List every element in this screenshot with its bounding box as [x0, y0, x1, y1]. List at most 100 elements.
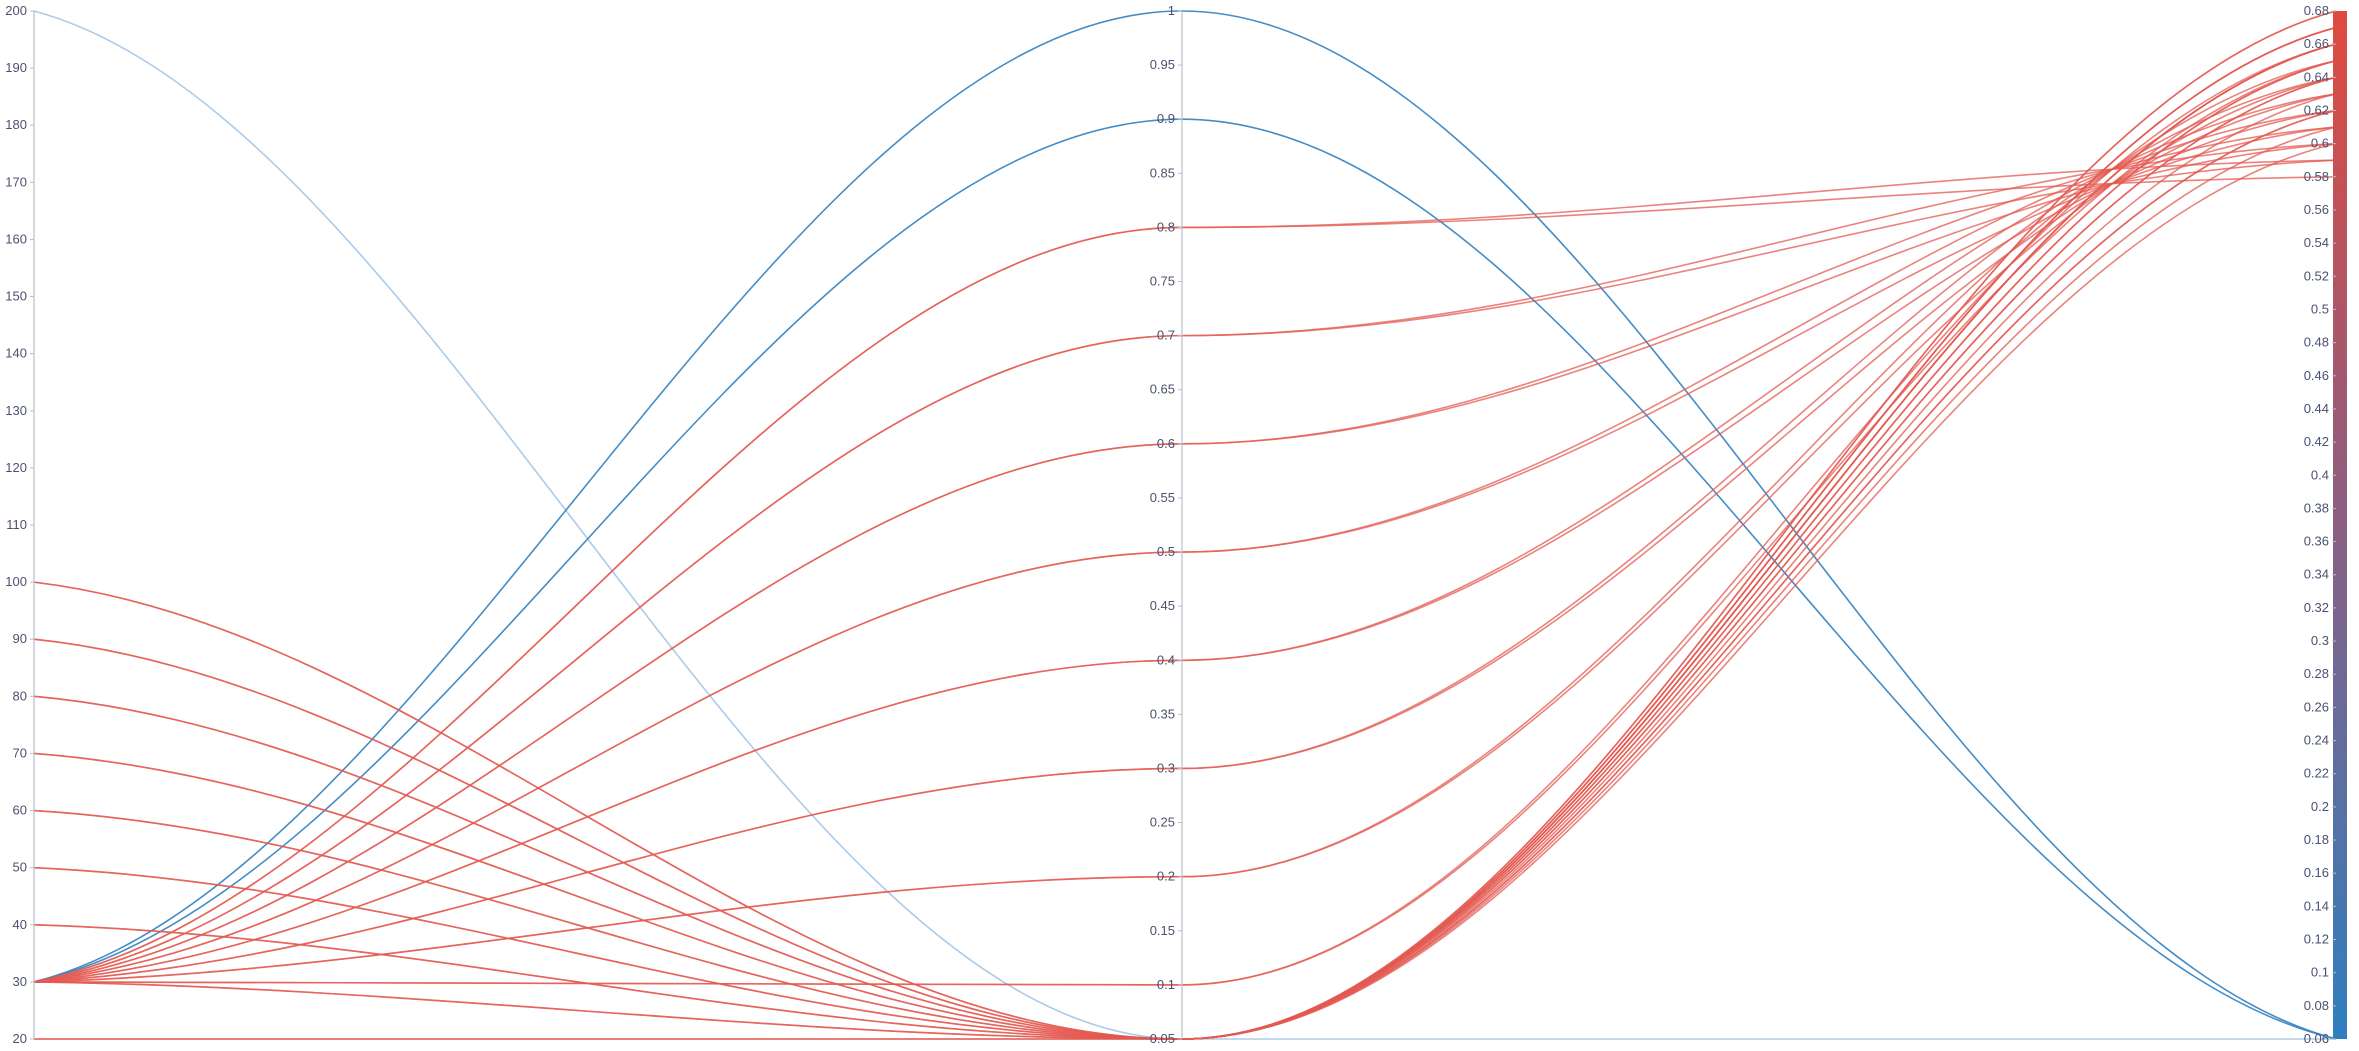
tick-label: 90 — [13, 631, 27, 646]
tick-label: 0.38 — [2304, 500, 2329, 515]
tick-label: 140 — [5, 346, 27, 361]
tick-label: 0.22 — [2304, 766, 2329, 781]
tick-label: 0.25 — [1150, 815, 1175, 830]
tick-label: 60 — [13, 803, 27, 818]
tick-label: 30 — [13, 974, 27, 989]
series-lines — [33, 10, 2337, 1040]
series-line — [33, 126, 2337, 1040]
tick-label: 0.7 — [1157, 328, 1175, 343]
tick-label: 0.14 — [2304, 898, 2329, 913]
series-line — [33, 126, 2337, 983]
tick-label: 130 — [5, 403, 27, 418]
colorbar — [2333, 11, 2347, 1039]
tick-label: 0.68 — [2304, 3, 2329, 18]
series-line — [33, 76, 2337, 983]
tick-label: 0.45 — [1150, 598, 1175, 613]
tick-label: 0.54 — [2304, 235, 2329, 250]
axis-a1: 200 190 180 170 160 150 140 130 120 110 100 90 80 70 6… — [5, 3, 35, 1046]
series-line — [33, 109, 2337, 983]
tick-label: 0.85 — [1150, 165, 1175, 180]
tick-label: 0.36 — [2304, 534, 2329, 549]
tick-label: 170 — [5, 174, 27, 189]
tick-label: 180 — [5, 117, 27, 132]
series-line — [33, 118, 2337, 1040]
tick-label: 0.95 — [1150, 57, 1175, 72]
tick-label: 0.2 — [1157, 869, 1175, 884]
tick-label: 70 — [13, 745, 27, 760]
axes: 2001901801701601501401301201101009080706… — [5, 3, 2347, 1046]
tick-label: 0.3 — [1157, 760, 1175, 775]
tick-label: 0.48 — [2304, 335, 2329, 350]
series-line — [33, 176, 2337, 983]
tick-label: 160 — [5, 231, 27, 246]
tick-label: 0.46 — [2304, 368, 2329, 383]
tick-label: 100 — [5, 574, 27, 589]
series-line — [33, 159, 2337, 983]
tick-label: 0.44 — [2304, 401, 2329, 416]
tick-label: 1 — [1168, 3, 1175, 18]
tick-label: 0.62 — [2304, 102, 2329, 117]
tick-label: 0.34 — [2304, 567, 2329, 582]
tick-label: 0.28 — [2304, 666, 2329, 681]
series-line — [33, 26, 2337, 1040]
tick-label: 0.52 — [2304, 268, 2329, 283]
tick-label: 0.55 — [1150, 490, 1175, 505]
tick-label: 0.64 — [2304, 69, 2329, 84]
tick-label: 0.4 — [2311, 467, 2329, 482]
series-line — [33, 10, 2337, 1040]
series-line — [33, 26, 2337, 1040]
series-line — [33, 76, 2337, 1040]
tick-label: 0.5 — [1157, 544, 1175, 559]
tick-label: 0.12 — [2304, 932, 2329, 947]
tick-label: 0.24 — [2304, 733, 2329, 748]
tick-label: 80 — [13, 688, 27, 703]
series-line — [33, 59, 2337, 986]
tick-label: 0.06 — [2304, 1031, 2329, 1046]
tick-label: 0.42 — [2304, 434, 2329, 449]
tick-label: 0.66 — [2304, 36, 2329, 51]
tick-label: 120 — [5, 460, 27, 475]
series-line — [33, 159, 2337, 983]
tick-label: 0.6 — [2311, 136, 2329, 151]
tick-label: 0.3 — [2311, 633, 2329, 648]
tick-label: 0.26 — [2304, 699, 2329, 714]
tick-label: 0.8 — [1157, 219, 1175, 234]
tick-label: 0.1 — [2311, 965, 2329, 980]
series-line — [33, 93, 2337, 983]
tick-label: 0.1 — [1157, 977, 1175, 992]
tick-label: 0.4 — [1157, 652, 1175, 667]
tick-label: 0.32 — [2304, 600, 2329, 615]
tick-label: 50 — [13, 860, 27, 875]
tick-label: 200 — [5, 3, 27, 18]
tick-label: 0.08 — [2304, 998, 2329, 1013]
series-line — [34, 109, 2337, 1040]
tick-label: 0.18 — [2304, 832, 2329, 847]
tick-label: 40 — [13, 917, 27, 932]
tick-label: 150 — [5, 289, 27, 304]
tick-label: 0.6 — [1157, 436, 1175, 451]
axis-a2: 1 0.95 0.9 0.85 0.8 0.75 0.7 0.65 0.6 0.55 0.5 0.45… — [1150, 3, 1183, 1046]
series-line — [33, 76, 2337, 1040]
tick-label: 190 — [5, 60, 27, 75]
tick-label: 0.05 — [1150, 1031, 1175, 1046]
series-line — [33, 10, 2337, 1040]
tick-label: 0.15 — [1150, 923, 1175, 938]
tick-label: 20 — [13, 1031, 27, 1046]
tick-label: 0.75 — [1150, 274, 1175, 289]
axis-a3: 0.68 0.66 0.64 0.62 0.6 0.58 0.56 0.54 0.52 0.5 0.… — [2304, 3, 2347, 1046]
series-line — [33, 10, 2337, 1040]
series-line — [33, 142, 2337, 1040]
tick-label: 110 — [6, 517, 27, 532]
series-line — [33, 76, 2337, 983]
tick-label: 0.5 — [2311, 301, 2329, 316]
series-line — [33, 10, 2336, 1040]
tick-label: 0.35 — [1150, 706, 1175, 721]
tick-label: 0.56 — [2304, 202, 2329, 217]
tick-label: 0.65 — [1150, 382, 1175, 397]
series-line — [33, 126, 2337, 983]
series-line — [33, 109, 2337, 983]
tick-label: 0.58 — [2304, 169, 2329, 184]
tick-label: 0.2 — [2311, 799, 2329, 814]
series-line — [33, 26, 2337, 1040]
